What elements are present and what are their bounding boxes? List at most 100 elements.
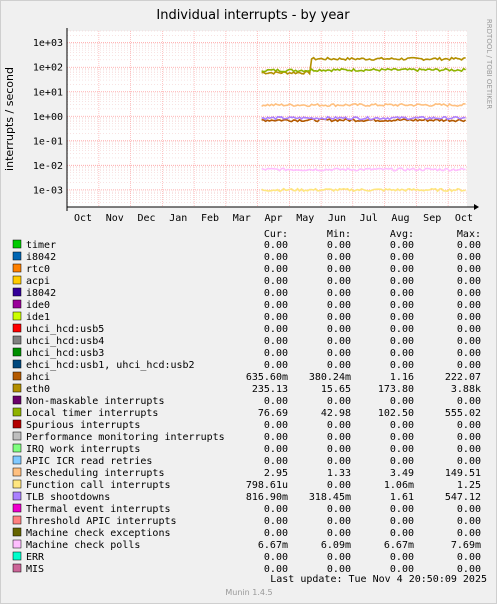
legend-value: 0.00	[264, 348, 288, 359]
legend-value: 0.00	[390, 240, 414, 251]
x-axis-arrow	[474, 204, 479, 210]
legend-value: 798.61u	[246, 480, 288, 491]
legend-value: 1.25	[457, 480, 481, 491]
legend-swatch	[12, 311, 22, 321]
legend-value: 0.00	[327, 300, 351, 311]
legend-series-name: Machine check exceptions	[26, 528, 171, 539]
legend-value: 0.00	[327, 432, 351, 443]
legend-value: 0.00	[390, 432, 414, 443]
legend-value: 0.00	[390, 360, 414, 371]
legend-value: 0.00	[457, 516, 481, 527]
legend-value: 380.24m	[309, 372, 351, 383]
legend-swatch	[12, 239, 22, 249]
legend-swatch	[12, 539, 22, 549]
legend-swatch	[12, 347, 22, 357]
rrdtool-credit: RRDTOOL / TOBI OETIKER	[485, 19, 493, 109]
legend-value: 0.00	[327, 336, 351, 347]
legend-value: 0.00	[264, 288, 288, 299]
legend-value: 0.00	[327, 444, 351, 455]
legend-column-header: Min:	[327, 229, 351, 240]
legend-value: 0.00	[390, 336, 414, 347]
y-tick-label: 1e+02	[33, 63, 63, 74]
x-tick-label: Oct	[74, 213, 92, 224]
x-tick-label: Oct	[455, 213, 473, 224]
legend-value: 0.00	[264, 432, 288, 443]
y-tick-labels: 1e-03 1e-02 1e-01 1e+00 1e+01 1e+02 1e+03	[33, 38, 63, 196]
legend-swatch	[12, 371, 22, 381]
legend-swatch	[12, 395, 22, 405]
legend-series-name: uhci_hcd:usb5	[26, 324, 104, 335]
legend-value: 1.33	[327, 468, 351, 479]
legend-swatch	[12, 479, 22, 489]
legend-value: 15.65	[321, 384, 351, 395]
legend-value: 0.00	[390, 264, 414, 275]
x-tick-label: Dec	[137, 213, 155, 224]
legend-value: 0.00	[327, 360, 351, 371]
legend-series-name: Machine check polls	[26, 540, 140, 551]
last-update: Last update: Tue Nov 4 20:50:09 2025	[270, 574, 487, 585]
legend-value: 0.00	[390, 348, 414, 359]
legend-value: 0.00	[457, 420, 481, 431]
legend-series-name: ahci	[26, 372, 50, 383]
legend-table: Cur: Min: Avg: Max:timer 0.00 0.00 0.00 0.00i80…	[12, 229, 481, 575]
legend-value: 0.00	[457, 348, 481, 359]
legend-value: 0.00	[264, 264, 288, 275]
legend-series-name: Local timer interrupts	[26, 408, 158, 419]
legend-value: 0.00	[327, 528, 351, 539]
x-tick-label: Aug	[391, 213, 409, 224]
legend-value: 0.00	[327, 324, 351, 335]
legend-swatch	[12, 263, 22, 273]
legend-swatch	[12, 323, 22, 333]
legend-value: 0.00	[457, 456, 481, 467]
legend-swatch	[12, 407, 22, 417]
legend-value: 1.61	[390, 492, 414, 503]
legend-value: 0.00	[457, 276, 481, 287]
legend-value: 0.00	[327, 312, 351, 323]
legend-value: 0.00	[457, 312, 481, 323]
legend-column-header: Max:	[457, 229, 481, 240]
legend-series-name: ehci_hcd:usb1, uhci_hcd:usb2	[26, 360, 195, 371]
legend-value: 0.00	[264, 444, 288, 455]
legend-value: 547.12	[445, 492, 481, 503]
legend-value: 0.00	[390, 324, 414, 335]
legend-value: 0.00	[390, 564, 414, 575]
legend-value: 0.00	[457, 564, 481, 575]
legend-series-name: uhci_hcd:usb4	[26, 336, 104, 347]
legend-value: 0.00	[327, 348, 351, 359]
x-tick-labels: Oct Nov Dec Jan Feb Mar Apr May Jun Jul Aug Sep Oct	[74, 213, 473, 224]
legend-value: 0.00	[264, 336, 288, 347]
legend-series-name: Thermal event interrupts	[26, 504, 171, 515]
legend-value: 0.00	[457, 240, 481, 251]
legend-value: 0.00	[390, 420, 414, 431]
legend-series-name: Function call interrupts	[26, 480, 171, 491]
legend-value: 635.60m	[246, 372, 288, 383]
legend-value: 0.00	[457, 288, 481, 299]
legend-series-name: ERR	[26, 552, 45, 563]
chart-title: Individual interrupts - by year	[156, 8, 350, 23]
legend-value: 0.00	[264, 528, 288, 539]
legend-series-name: Performance monitoring interrupts	[26, 432, 225, 443]
legend-value: 173.80	[378, 384, 414, 395]
legend-value: 0.00	[327, 564, 351, 575]
legend-value: 0.00	[264, 516, 288, 527]
legend-value: 0.00	[327, 288, 351, 299]
trace-tlb-shootdowns	[261, 115, 466, 121]
legend-swatch	[12, 299, 22, 309]
x-tick-label: Mar	[233, 213, 251, 224]
legend-series-name: Threshold APIC interrupts	[26, 516, 177, 527]
legend-swatch	[12, 527, 22, 537]
legend-value: 0.00	[327, 252, 351, 263]
legend-value: 0.00	[390, 516, 414, 527]
legend-swatch	[12, 431, 22, 441]
legend-series-name: Non-maskable interrupts	[26, 396, 164, 407]
legend-value: 3.49	[390, 468, 414, 479]
legend-value: 0.00	[457, 432, 481, 443]
legend-value: 7.69m	[451, 540, 481, 551]
legend-value: 102.50	[378, 408, 414, 419]
y-tick-label: 1e-01	[33, 136, 63, 147]
legend-value: 0.00	[457, 360, 481, 371]
legend-value: 2.95	[264, 468, 288, 479]
trace-function-call-interrupts	[261, 187, 466, 193]
legend-column-header: Avg:	[390, 229, 414, 240]
